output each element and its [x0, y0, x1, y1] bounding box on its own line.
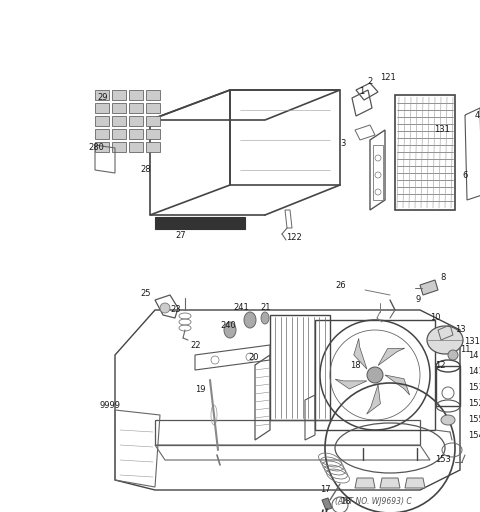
Bar: [129, 90, 143, 100]
Ellipse shape: [224, 322, 236, 338]
Polygon shape: [355, 478, 375, 488]
Bar: [395, 95, 455, 210]
Text: 18: 18: [350, 360, 360, 370]
Bar: [373, 145, 383, 200]
Polygon shape: [405, 478, 425, 488]
Text: 241: 241: [233, 303, 249, 311]
Text: 6: 6: [462, 170, 468, 180]
Text: 131: 131: [434, 125, 450, 135]
Ellipse shape: [427, 326, 463, 354]
Text: 151: 151: [468, 383, 480, 393]
Text: 131: 131: [464, 337, 480, 347]
Bar: [146, 103, 160, 113]
Polygon shape: [380, 478, 400, 488]
Bar: [146, 129, 160, 139]
Text: 13: 13: [455, 326, 466, 334]
Text: 121: 121: [380, 74, 396, 82]
Text: 122: 122: [286, 232, 302, 242]
Text: 26: 26: [335, 281, 346, 289]
Text: 280: 280: [88, 143, 104, 153]
Bar: [129, 116, 143, 126]
Polygon shape: [420, 280, 438, 295]
Text: 10: 10: [430, 312, 441, 322]
Polygon shape: [322, 498, 332, 510]
Text: 8: 8: [440, 273, 445, 283]
Text: 153: 153: [435, 456, 451, 464]
Text: 22: 22: [190, 340, 201, 350]
Text: 1: 1: [359, 88, 364, 96]
Text: 29: 29: [97, 93, 108, 101]
Text: 141: 141: [468, 368, 480, 376]
Bar: [270, 315, 330, 420]
Text: 11: 11: [460, 346, 470, 354]
Bar: [95, 116, 109, 126]
Bar: [112, 103, 126, 113]
Text: 12: 12: [435, 360, 445, 370]
Ellipse shape: [448, 350, 458, 360]
Bar: [95, 103, 109, 113]
Bar: [129, 129, 143, 139]
Text: 240: 240: [220, 321, 236, 330]
Polygon shape: [367, 385, 380, 414]
Polygon shape: [335, 379, 367, 389]
Text: 154: 154: [468, 432, 480, 440]
Text: 19: 19: [195, 386, 205, 395]
Bar: [129, 103, 143, 113]
Text: 2: 2: [367, 76, 372, 86]
Bar: [112, 90, 126, 100]
Text: 9999: 9999: [100, 400, 121, 410]
Text: 155: 155: [468, 416, 480, 424]
Text: 9: 9: [415, 295, 420, 305]
Text: 14: 14: [468, 352, 479, 360]
Ellipse shape: [160, 303, 170, 313]
Bar: [95, 90, 109, 100]
Ellipse shape: [261, 312, 269, 324]
Ellipse shape: [244, 312, 256, 328]
Text: 4: 4: [475, 111, 480, 119]
Text: 18: 18: [340, 498, 350, 506]
Polygon shape: [385, 375, 409, 395]
Bar: [95, 129, 109, 139]
Text: 17: 17: [320, 485, 331, 495]
Bar: [112, 116, 126, 126]
Bar: [129, 142, 143, 152]
Bar: [155, 217, 245, 229]
Text: 28: 28: [140, 165, 151, 175]
Bar: [146, 116, 160, 126]
Text: 20: 20: [248, 352, 259, 361]
Text: (ART NO. WJ9693) C: (ART NO. WJ9693) C: [335, 498, 412, 506]
Text: 152: 152: [468, 399, 480, 409]
Ellipse shape: [441, 415, 455, 425]
Ellipse shape: [367, 367, 383, 383]
Text: 21: 21: [260, 303, 271, 311]
Text: 23: 23: [170, 306, 180, 314]
Text: 3: 3: [340, 139, 346, 148]
Bar: [112, 142, 126, 152]
Polygon shape: [378, 348, 405, 366]
Bar: [436, 366, 460, 406]
Bar: [95, 142, 109, 152]
Bar: [112, 129, 126, 139]
Bar: [146, 90, 160, 100]
Text: 27: 27: [175, 231, 186, 241]
Polygon shape: [354, 338, 367, 369]
Text: 25: 25: [140, 288, 151, 297]
Bar: [146, 142, 160, 152]
